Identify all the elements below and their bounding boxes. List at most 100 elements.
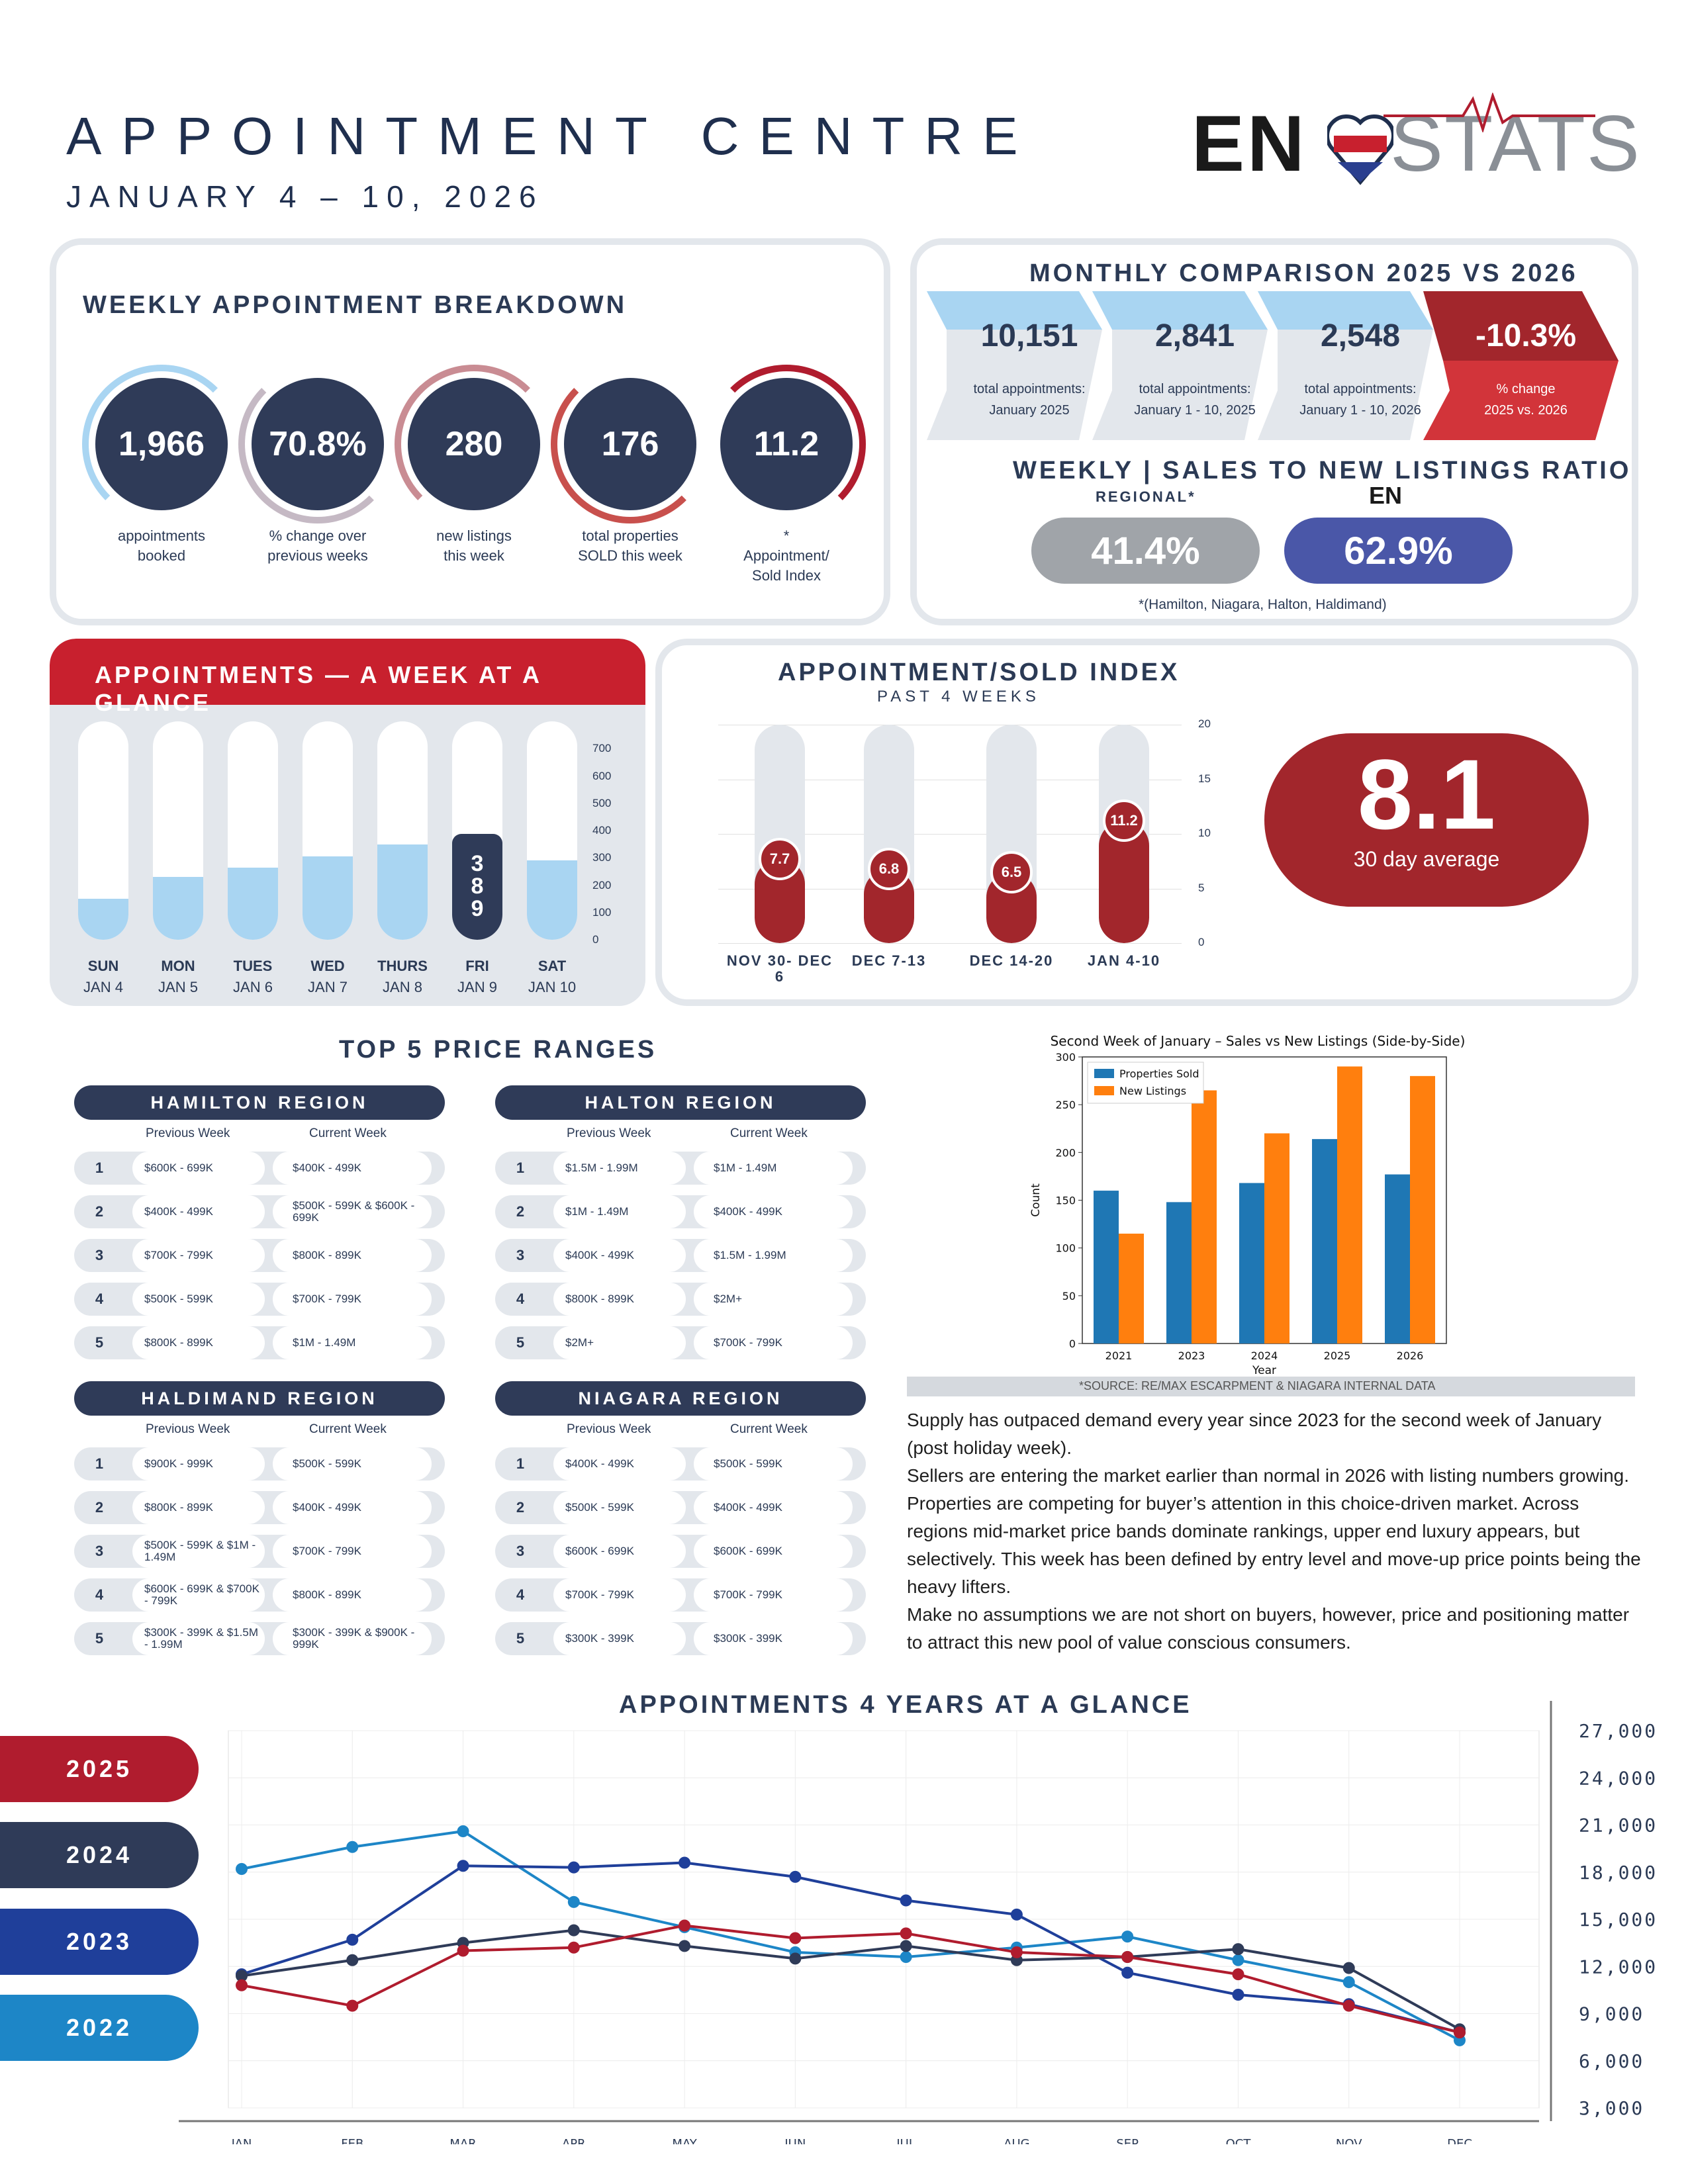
price-row: 5 $2M+ $700K - 799K (495, 1326, 866, 1359)
sales-vs-listings-chart: Second Week of January – Sales vs New Li… (1029, 1033, 1465, 1377)
price-current: $1M - 1.49M (694, 1152, 853, 1185)
logo-left-text: EN (1192, 99, 1307, 188)
line-chart-xtick: OCT (1226, 2137, 1252, 2144)
line-point-2023 (789, 1870, 802, 1883)
week-bar-track (527, 721, 577, 940)
index-bar-value: 6.8 (868, 847, 910, 890)
price-row: 4 $800K - 899K $2M+ (495, 1283, 866, 1316)
line-point-2025 (567, 1941, 580, 1954)
line-chart-xtick: MAY (672, 2137, 697, 2144)
line-series-2024 (241, 1929, 1460, 2030)
year-tab-2023[interactable]: 2023 (0, 1909, 199, 1975)
bar-properties-sold (1166, 1202, 1192, 1343)
chevron-2 (1092, 291, 1268, 440)
price-previous: $700K - 799K (553, 1578, 686, 1612)
region-header-haldimand: HALDIMAND REGION (74, 1381, 445, 1416)
bar-chart-ytick: 200 (1055, 1146, 1076, 1159)
line-chart-ytick: 21,000 (1579, 1815, 1658, 1837)
price-row: 2 $1M - 1.49M $400K - 499K (495, 1195, 866, 1228)
ratio-regional-label: REGIONAL* (1096, 488, 1196, 505)
price-row: 5 $800K - 899K $1M - 1.49M (74, 1326, 445, 1359)
bar-properties-sold (1312, 1139, 1337, 1343)
price-row: 5 $300K - 399K & $1.5M - 1.99M $300K - 399… (74, 1622, 445, 1655)
bar-chart-ytick: 0 (1069, 1338, 1076, 1350)
line-chart-xtick: APR (562, 2137, 586, 2144)
week-date-label: JAN 10 (528, 979, 577, 995)
bar-new-listings (1264, 1133, 1289, 1343)
price-row: 2 $500K - 599K $400K - 499K (495, 1491, 866, 1524)
line-point-2023 (1232, 1989, 1244, 2001)
legend-swatch (1094, 1086, 1114, 1095)
price-row: 1 $600K - 699K $400K - 499K (74, 1152, 445, 1185)
price-rank: 3 (95, 1543, 104, 1559)
price-row: 4 $700K - 799K $700K - 799K (495, 1578, 866, 1612)
week-bar-tues (228, 867, 278, 940)
line-point-2024 (1232, 1943, 1244, 1956)
price-previous: $700K - 799K (132, 1239, 265, 1272)
line-chart-xtick: SEP (1116, 2137, 1139, 2144)
index-bar-track (986, 725, 1037, 943)
price-previous: $500K - 599K (553, 1491, 686, 1524)
index-bar-value: 6.5 (990, 850, 1033, 893)
ratio-note: *(Hamilton, Niagara, Halton, Haldimand) (1139, 597, 1387, 612)
year-tab-2025[interactable]: 2025 (0, 1736, 199, 1802)
stat-ring-1 (82, 365, 241, 523)
bar-chart-xtick: 2023 (1178, 1349, 1205, 1362)
week-date-label: JAN 9 (457, 979, 497, 995)
commentary: Supply has outpaced demand every year si… (907, 1406, 1642, 1657)
week-bar-track (377, 721, 428, 940)
price-previous: $600K - 699K (132, 1152, 265, 1185)
index-bar-value: 7.7 (759, 837, 801, 880)
line-point-2023 (346, 1933, 359, 1946)
index-bar-track (755, 725, 805, 943)
price-rank: 2 (95, 1499, 104, 1516)
stat-label-4: total properties SOLD this week (578, 527, 682, 564)
col-header-previous: Previous Week (567, 1422, 651, 1436)
price-rank: 5 (516, 1630, 525, 1647)
monthly-label-4a: % change (1496, 382, 1556, 396)
year-tab-2022[interactable]: 2022 (0, 1995, 199, 2061)
week-y-tick: 500 (592, 796, 612, 809)
price-rank: 2 (95, 1203, 104, 1220)
commentary-p1: Supply has outpaced demand every year si… (907, 1410, 1602, 1458)
price-current: $600K - 699K (694, 1535, 853, 1568)
line-point-2023 (457, 1860, 469, 1872)
price-previous: $600K - 699K (553, 1535, 686, 1568)
bar-chart-ytick: 150 (1055, 1195, 1076, 1207)
line-point-2022 (236, 1863, 248, 1875)
price-rank: 4 (516, 1586, 525, 1603)
week-bar-track (78, 721, 128, 940)
week-date-label: JAN 6 (233, 979, 273, 995)
index-y-tick: 20 (1198, 717, 1211, 730)
index-average-pill: 8.1 30 day average (1264, 733, 1589, 907)
week-y-tick: 0 (592, 933, 599, 946)
price-previous: $800K - 899K (553, 1283, 686, 1316)
bar-chart-xtick: 2024 (1251, 1349, 1278, 1362)
price-previous: $400K - 499K (132, 1195, 265, 1228)
line-point-2023 (1121, 1966, 1134, 1979)
index-week-label: DEC 7-13 (851, 952, 927, 969)
stat-ring-5 (707, 365, 866, 523)
line-point-2023 (900, 1894, 912, 1907)
monthly-label-2a: total appointments: (1139, 382, 1251, 396)
week-day-label: MON (161, 958, 195, 974)
line-point-2022 (457, 1825, 469, 1837)
index-gridline (718, 834, 1182, 835)
week-bar-value-label: 3 8 9 (471, 850, 484, 921)
week-glance-title: APPOINTMENTS — A WEEK AT A GLANCE (95, 661, 541, 716)
line-point-2024 (1342, 1962, 1355, 1974)
line-point-2024 (789, 1952, 802, 1965)
line-point-2023 (1010, 1908, 1023, 1921)
line-chart-ytick: 27,000 (1579, 1720, 1658, 1742)
monthly-comparison-title: MONTHLY COMPARISON 2025 VS 2026 (1029, 259, 1578, 287)
week-bar-track (303, 721, 353, 940)
year-tab-2024[interactable]: 2024 (0, 1822, 199, 1888)
line-chart-xtick: JUL (896, 2137, 915, 2144)
week-y-tick: 100 (592, 905, 612, 919)
monthly-label-1b: January 2025 (989, 403, 1070, 418)
index-bar-track (864, 725, 914, 943)
price-row: 3 $500K - 599K & $1M - 1.49M $700K - 799K (74, 1535, 445, 1568)
price-current: $400K - 499K (694, 1195, 853, 1228)
col-header-current: Current Week (309, 1126, 387, 1140)
bar-chart-ytick: 50 (1062, 1290, 1076, 1302)
